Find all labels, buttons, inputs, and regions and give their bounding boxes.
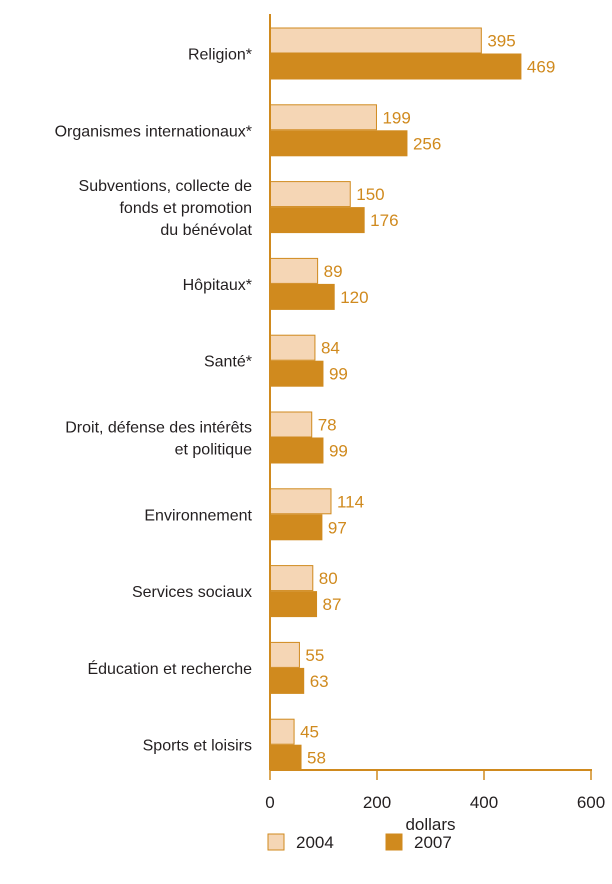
category-label-3-0: Hôpitaux* xyxy=(183,277,252,294)
x-tick-label-600: 600 xyxy=(577,793,605,812)
bar-2004-7 xyxy=(269,565,314,592)
bar-2004-0 xyxy=(269,27,482,54)
value-label-2007-3: 120 xyxy=(340,288,368,307)
x-tick-label-400: 400 xyxy=(470,793,498,812)
x-tick-label-200: 200 xyxy=(363,793,391,812)
bar-2004-5 xyxy=(269,411,313,438)
value-label-2004-3: 89 xyxy=(324,262,343,281)
legend-swatch-2004 xyxy=(267,833,285,851)
bar-2007-5 xyxy=(269,437,324,464)
category-label-2-0: Subventions, collecte de xyxy=(79,178,253,195)
category-label-0-0: Religion* xyxy=(188,47,252,64)
category-label-7-0: Services sociaux xyxy=(132,584,252,601)
bar-2004-4 xyxy=(269,334,316,361)
value-label-2004-6: 114 xyxy=(337,492,364,511)
bar-2007-2 xyxy=(269,207,365,234)
legend: 2004 2007 xyxy=(267,833,452,852)
bar-2007-8 xyxy=(269,667,305,694)
value-label-2007-9: 58 xyxy=(307,749,326,768)
value-label-2004-5: 78 xyxy=(318,416,337,435)
category-label-5-1: et politique xyxy=(175,442,252,459)
bar-2007-3 xyxy=(269,283,335,310)
category-label-1-0: Organismes internationaux* xyxy=(55,123,252,140)
bar-2007-7 xyxy=(269,591,318,618)
value-label-2004-0: 395 xyxy=(487,32,515,51)
legend-swatch-2007 xyxy=(385,833,403,851)
category-label-4-0: Santé* xyxy=(204,354,252,371)
x-axis-label: dollars xyxy=(405,815,455,834)
bar-2004-8 xyxy=(269,641,300,668)
legend-label-2004: 2004 xyxy=(296,833,334,852)
bar-2004-6 xyxy=(269,488,332,515)
bar-2004-1 xyxy=(269,104,377,131)
bar-2007-9 xyxy=(269,744,302,771)
legend-label-2007: 2007 xyxy=(414,833,452,852)
value-label-2004-4: 84 xyxy=(321,339,340,358)
value-label-2007-1: 256 xyxy=(413,134,441,153)
bar-2007-6 xyxy=(269,514,323,541)
bar-2004-3 xyxy=(269,257,319,284)
bar-2007-4 xyxy=(269,360,324,387)
category-label-2-2: du bénévolat xyxy=(160,222,252,239)
value-label-2007-4: 99 xyxy=(329,365,348,384)
value-label-2004-8: 55 xyxy=(305,646,324,665)
category-labels: Religion* Organismes internationaux* Subve… xyxy=(55,47,253,755)
bar-2004-9 xyxy=(269,718,295,745)
x-tick-label-0: 0 xyxy=(265,793,274,812)
value-label-2007-5: 99 xyxy=(329,442,348,461)
bars-layer xyxy=(269,27,522,771)
category-label-6-0: Environnement xyxy=(144,507,252,524)
value-label-2007-6: 97 xyxy=(328,518,347,537)
bar-2007-0 xyxy=(269,53,522,80)
bar-2007-1 xyxy=(269,130,408,157)
category-label-2-1: fonds et promotion xyxy=(119,200,252,217)
category-label-8-0: Éducation et recherche xyxy=(87,659,252,678)
value-label-2007-8: 63 xyxy=(310,672,329,691)
value-label-2004-9: 45 xyxy=(300,723,319,742)
value-label-2007-2: 176 xyxy=(370,211,398,230)
value-label-2004-2: 150 xyxy=(356,185,384,204)
value-label-2004-1: 199 xyxy=(382,108,410,127)
value-label-2007-7: 87 xyxy=(323,595,342,614)
axes: 0 200 400 600 dollars xyxy=(265,14,605,834)
bar-2004-2 xyxy=(269,181,351,208)
value-label-2004-7: 80 xyxy=(319,569,338,588)
value-label-2007-0: 469 xyxy=(527,58,555,77)
category-label-9-0: Sports et loisirs xyxy=(143,738,252,755)
category-label-5-0: Droit, défense des intérêts xyxy=(65,420,252,437)
